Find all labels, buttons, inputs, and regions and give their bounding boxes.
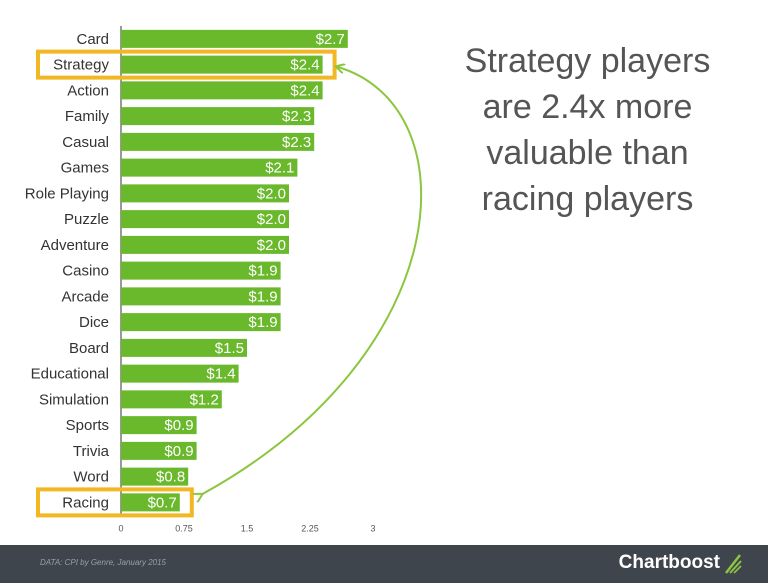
value-label: $2.7 [316, 31, 345, 48]
category-label: Strategy [53, 57, 109, 74]
value-label: $2.1 [265, 160, 294, 177]
category-label: Trivia [73, 443, 110, 460]
value-label: $1.5 [215, 340, 244, 357]
value-label: $0.9 [164, 417, 193, 434]
category-label: Educational [31, 366, 109, 383]
footer-bar: DATA: CPI by Genre, January 2015 Chartbo… [0, 545, 768, 583]
chartboost-logo-icon [725, 554, 742, 574]
category-label: Racing [62, 494, 109, 511]
value-label: $2.3 [282, 134, 311, 151]
headline-line-2: are 2.4x more [482, 88, 693, 126]
category-label: Word [73, 469, 109, 486]
category-label: Family [65, 108, 110, 125]
value-label: $1.4 [206, 366, 235, 383]
category-label: Casino [62, 263, 109, 280]
x-tick-label: 0.75 [175, 523, 193, 533]
headline: Strategy players are 2.4x more valuable … [430, 38, 745, 222]
bar-card [121, 29, 348, 48]
x-tick-label: 0 [118, 523, 123, 533]
headline-line-4: racing players [481, 180, 694, 218]
value-label: $1.9 [248, 314, 277, 331]
bar-trivia [121, 441, 197, 460]
value-label: $2.0 [257, 185, 286, 202]
category-label: Role Playing [25, 185, 109, 202]
value-label: $1.2 [190, 391, 219, 408]
bar-racing [121, 493, 180, 512]
category-label: Adventure [41, 237, 109, 254]
headline-line-3: valuable than [486, 134, 689, 172]
value-label: $2.4 [290, 82, 319, 99]
value-label: $1.9 [248, 263, 277, 280]
comparison-arrow [202, 67, 423, 495]
x-tick-label: 2.25 [301, 523, 319, 533]
category-label: Simulation [39, 391, 109, 408]
category-label: Board [69, 340, 109, 357]
brand-name: Chartboost [618, 552, 720, 573]
value-label: $0.8 [156, 469, 185, 486]
category-label: Card [76, 31, 109, 48]
category-label: Sports [66, 417, 109, 434]
category-label: Games [61, 160, 109, 177]
category-label: Action [67, 82, 109, 99]
category-label: Arcade [61, 288, 109, 305]
value-label: $2.4 [290, 57, 319, 74]
value-label: $0.7 [148, 494, 177, 511]
value-label: $2.0 [257, 237, 286, 254]
highlight-box-racing [36, 487, 194, 518]
value-label: $2.0 [257, 211, 286, 228]
headline-line-1: Strategy players [464, 42, 711, 80]
value-label: $2.3 [282, 108, 311, 125]
category-label: Dice [79, 314, 109, 331]
category-label: Puzzle [64, 211, 109, 228]
category-label: Casual [62, 134, 109, 151]
bar-word [121, 467, 189, 486]
x-tick-label: 3 [370, 523, 375, 533]
x-tick-label: 1.5 [241, 523, 254, 533]
data-source-note: DATA: CPI by Genre, January 2015 [40, 558, 166, 567]
bar-sports [121, 416, 197, 435]
value-label: $1.9 [248, 288, 277, 305]
value-label: $0.9 [164, 443, 193, 460]
